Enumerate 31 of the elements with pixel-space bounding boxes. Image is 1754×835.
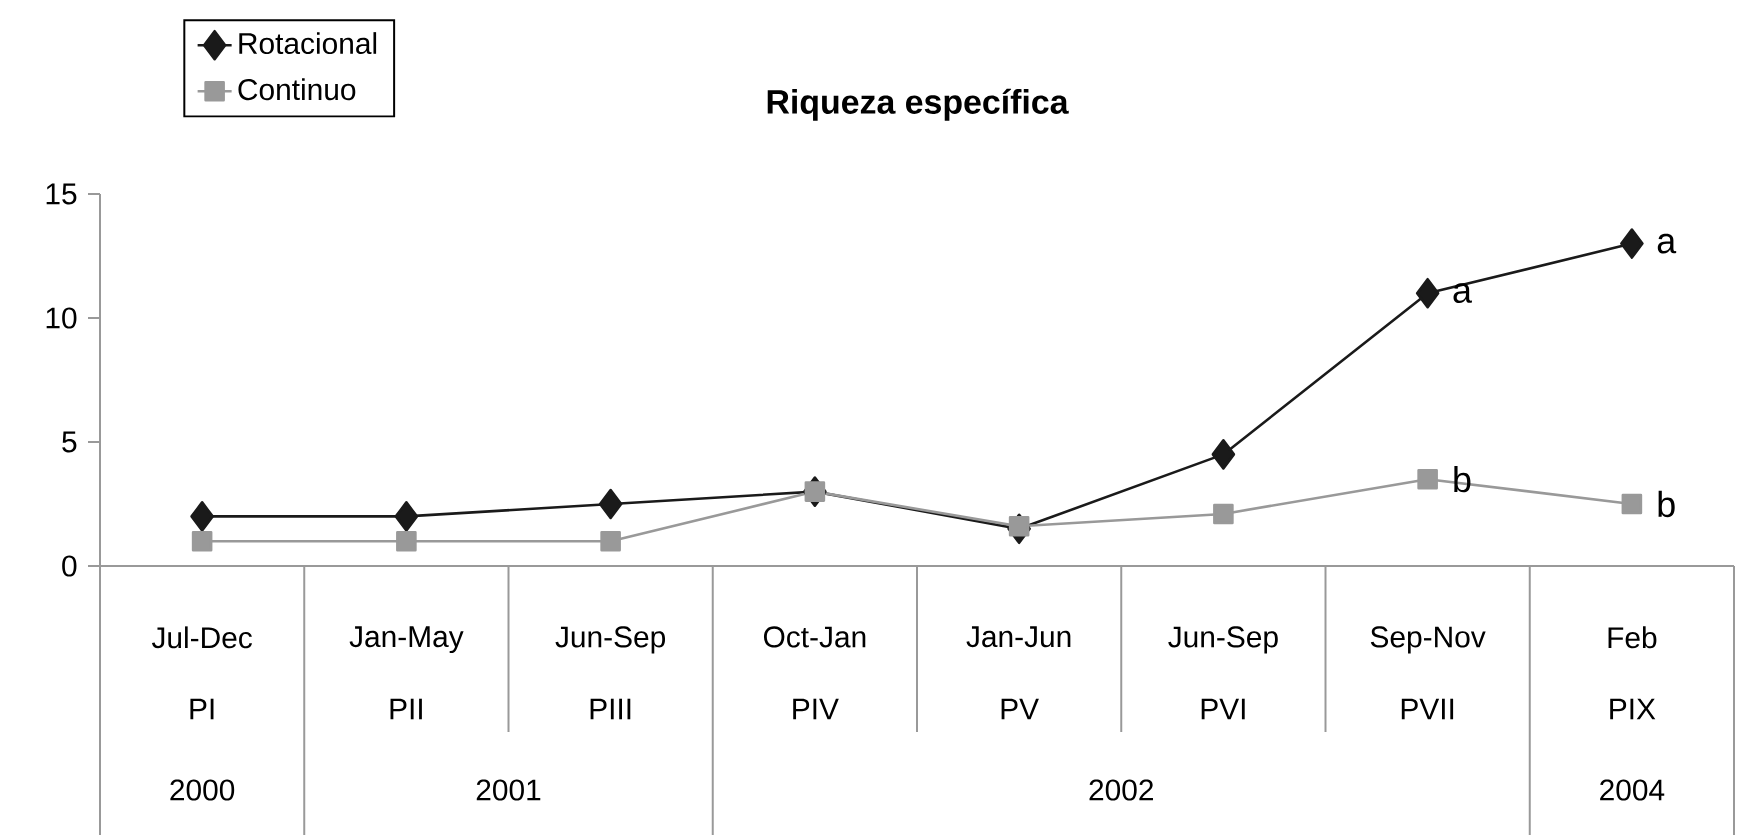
legend-label: Rotacional [239, 32, 377, 55]
x-tick-label: Sep-Nov [1370, 626, 1486, 654]
text: PII [390, 698, 422, 720]
text: PIII [590, 698, 631, 720]
x-tick-label: Jan-May [349, 626, 464, 654]
text: 2001 [476, 779, 541, 801]
text: PVI [1201, 698, 1245, 720]
x-tick-label: Oct-Jan [763, 626, 866, 648]
annotation: b [1658, 490, 1675, 518]
legend-label: Continuo [238, 78, 356, 101]
text: 2000 [170, 779, 235, 801]
text: PIV [793, 698, 839, 720]
x-tick-label: Jan-Jun [966, 626, 1071, 648]
text: PV [1001, 698, 1039, 720]
text: PIX [1610, 698, 1656, 720]
chart-title: Riqueza específica [767, 88, 1069, 121]
y-tick-label: 5 [62, 431, 77, 453]
y-tick-label: 0 [62, 555, 77, 577]
x-tick-label: Jul-Dec [151, 626, 252, 649]
y-tick-label: 15 [46, 183, 77, 205]
x-tick-label: Jun-Sep [1168, 626, 1278, 654]
annotation: b [1454, 466, 1471, 493]
text: 2004 [1600, 779, 1665, 801]
text: 2002 [1089, 779, 1153, 801]
x-tick-label: Feb [1608, 626, 1657, 649]
text: PI [190, 698, 214, 720]
text: PVII [1401, 698, 1454, 720]
y-tick-label: 10 [46, 307, 77, 329]
x-tick-label: Jun-Sep [555, 626, 666, 654]
annotation: a [1453, 283, 1472, 304]
annotation: a [1657, 233, 1677, 254]
